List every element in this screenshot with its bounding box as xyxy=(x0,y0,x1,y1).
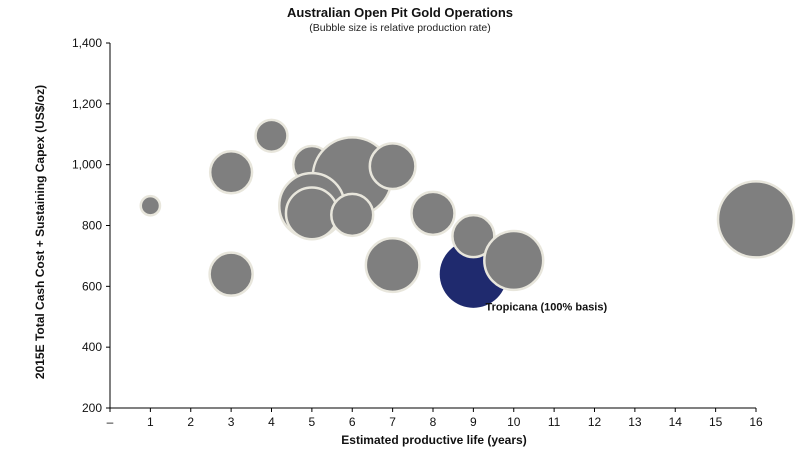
x-tick-label: 11 xyxy=(548,415,561,429)
x-tick-label: 9 xyxy=(470,415,477,429)
bubble xyxy=(254,118,289,153)
x-tick-label: 6 xyxy=(349,415,356,429)
bubble xyxy=(716,180,796,259)
chart-subtitle: (Bubble size is relative production rate… xyxy=(309,22,491,34)
y-tick-label: 600 xyxy=(82,279,102,293)
bubble xyxy=(208,150,254,195)
annotation-label: Tropicana (100% basis) xyxy=(485,302,607,314)
y-axis-label: 2015E Total Cash Cost + Sustaining Capex… xyxy=(33,84,47,380)
x-tick-label: 16 xyxy=(749,415,763,429)
bubble xyxy=(364,237,421,294)
bubble xyxy=(139,194,162,217)
x-tick-label: 3 xyxy=(228,415,235,429)
chart-title: Australian Open Pit Gold Operations xyxy=(286,5,514,20)
bubble xyxy=(451,213,496,259)
x-tick-label: 7 xyxy=(389,415,396,429)
bubble xyxy=(483,229,545,292)
x-tick-label: 8 xyxy=(430,415,437,429)
x-axis-label: Estimated productive life (years) xyxy=(341,433,527,447)
x-tick-label: 2 xyxy=(187,415,194,429)
y-tick-label: 1,000 xyxy=(72,158,102,172)
x-tick-label: 12 xyxy=(588,415,602,429)
x-tick-label: 10 xyxy=(507,415,521,429)
bubble xyxy=(284,186,340,241)
x-tick-label: – xyxy=(107,415,114,429)
x-tick-label: 4 xyxy=(268,415,275,429)
y-tick-label: 1,200 xyxy=(72,97,102,111)
bubble xyxy=(330,192,375,238)
y-tick-label: 200 xyxy=(82,401,102,415)
x-tick-label: 13 xyxy=(628,415,642,429)
bubble xyxy=(410,190,456,237)
x-tick-label: 14 xyxy=(669,415,683,429)
y-tick-label: 1,400 xyxy=(72,36,102,50)
x-tick-label: 1 xyxy=(147,415,154,429)
bubble xyxy=(208,251,254,297)
x-tick-label: 15 xyxy=(709,415,723,429)
y-tick-label: 800 xyxy=(82,219,102,233)
bubble xyxy=(368,142,417,191)
x-tick-label: 5 xyxy=(309,415,316,429)
y-tick-label: 400 xyxy=(82,340,102,354)
